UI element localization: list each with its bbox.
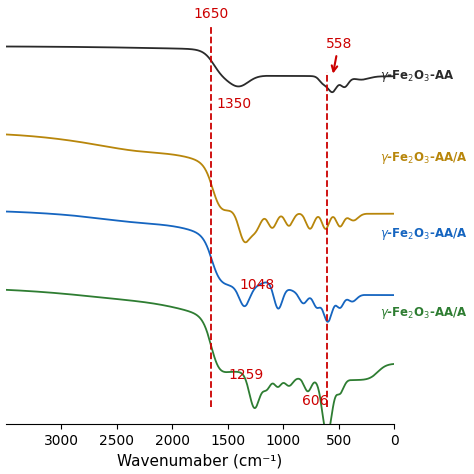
Text: $\gamma$-Fe$_2$O$_3$-AA/A: $\gamma$-Fe$_2$O$_3$-AA/A	[380, 304, 468, 320]
Text: 1048: 1048	[239, 278, 274, 292]
Text: $\gamma$-Fe$_2$O$_3$-AA/A: $\gamma$-Fe$_2$O$_3$-AA/A	[380, 226, 468, 242]
Text: 558: 558	[326, 36, 352, 72]
Text: 606: 606	[302, 394, 329, 408]
Text: 1650: 1650	[193, 7, 229, 20]
Text: 1350: 1350	[217, 97, 252, 111]
Text: $\gamma$-Fe$_2$O$_3$-AA/A: $\gamma$-Fe$_2$O$_3$-AA/A	[380, 150, 468, 166]
Text: 1259: 1259	[228, 368, 263, 383]
X-axis label: Wavenumaber (cm⁻¹): Wavenumaber (cm⁻¹)	[118, 454, 283, 468]
Text: $\gamma$-Fe$_2$O$_3$-AA: $\gamma$-Fe$_2$O$_3$-AA	[380, 68, 454, 84]
